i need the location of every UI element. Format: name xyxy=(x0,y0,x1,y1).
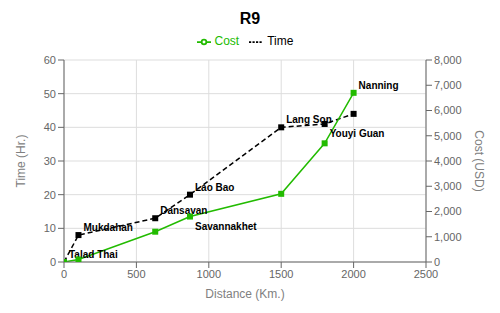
svg-text:7,000: 7,000 xyxy=(434,79,462,91)
svg-text:Cost (USD): Cost (USD) xyxy=(472,130,486,191)
svg-text:8,000: 8,000 xyxy=(434,54,462,66)
svg-text:30: 30 xyxy=(44,155,56,167)
svg-text:Savannakhet: Savannakhet xyxy=(195,221,257,232)
svg-text:5,000: 5,000 xyxy=(434,130,462,142)
svg-text:Talad Thai: Talad Thai xyxy=(69,249,118,260)
svg-text:Time (Hr.): Time (Hr.) xyxy=(14,135,28,188)
svg-text:60: 60 xyxy=(44,54,56,66)
html-text:R9: R9 xyxy=(239,10,261,27)
svg-text:1,000: 1,000 xyxy=(434,231,462,243)
svg-text:1500: 1500 xyxy=(269,268,293,280)
svg-text:2,000: 2,000 xyxy=(434,205,462,217)
svg-text:Lang Son: Lang Son xyxy=(286,114,332,126)
html-text:Time: Time xyxy=(267,34,294,48)
svg-text:Nanning: Nanning xyxy=(359,80,399,91)
svg-text:Lao Bao: Lao Bao xyxy=(195,182,234,193)
svg-text:3,000: 3,000 xyxy=(434,180,462,192)
svg-text:Distance (Km.): Distance (Km.) xyxy=(205,287,284,301)
svg-text:40: 40 xyxy=(44,121,56,133)
svg-text:2500: 2500 xyxy=(414,268,438,280)
svg-text:4,000: 4,000 xyxy=(434,155,462,167)
svg-text:0: 0 xyxy=(61,268,67,280)
svg-text:1000: 1000 xyxy=(197,268,221,280)
svg-text:0: 0 xyxy=(50,256,56,268)
svg-text:10: 10 xyxy=(44,222,56,234)
svg-text:2000: 2000 xyxy=(341,268,365,280)
svg-text:Dansavan: Dansavan xyxy=(160,205,207,216)
svg-text:20: 20 xyxy=(44,189,56,201)
svg-text:Mukdahan: Mukdahan xyxy=(83,222,132,233)
svg-text:6,000: 6,000 xyxy=(434,104,462,116)
svg-text:500: 500 xyxy=(127,268,145,280)
svg-text:0: 0 xyxy=(434,256,440,268)
html-text:Cost: Cost xyxy=(214,34,240,48)
svg-text:50: 50 xyxy=(44,88,56,100)
svg-text:Youyi Guan: Youyi Guan xyxy=(330,128,385,139)
